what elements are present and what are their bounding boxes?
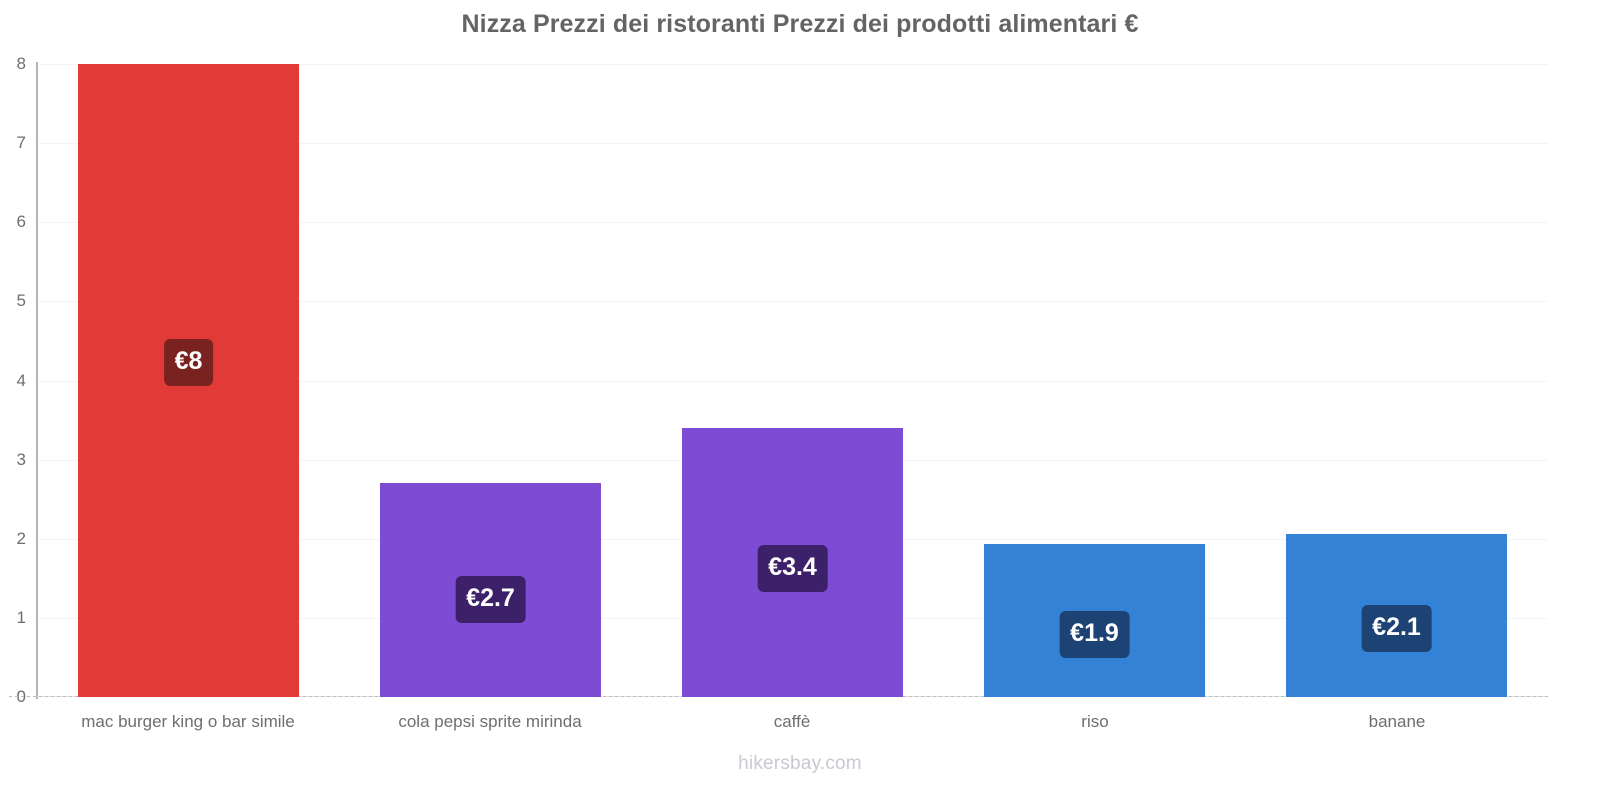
y-axis-tick-label: 6 — [16, 212, 26, 232]
gridline — [37, 64, 1548, 65]
y-axis-tick-label: 3 — [16, 449, 26, 469]
bar[interactable]: €1.9 — [984, 543, 1205, 697]
gridline — [37, 222, 1548, 223]
bar[interactable]: €2.1 — [1286, 534, 1507, 697]
y-axis-tick-label: 4 — [16, 370, 26, 390]
bar[interactable]: €8 — [78, 64, 299, 697]
plot-area: €8 €2.7 €3.4 €1.9 €2.1 — [37, 64, 1548, 697]
y-axis-tick-label: 0 — [0, 687, 26, 707]
bar-value-label: €3.4 — [757, 544, 828, 592]
bar-value-label: €1.9 — [1059, 610, 1130, 658]
x-axis-category-label: mac burger king o bar simile — [81, 712, 295, 731]
y-axis-tick-label: 8 — [16, 54, 26, 73]
y-axis-tick-label: 5 — [16, 291, 26, 311]
gridline — [37, 381, 1548, 382]
x-axis-category-label: caffè — [773, 712, 811, 731]
y-axis-tick-label: 7 — [16, 133, 26, 153]
x-axis-category-label: cola pepsi sprite mirinda — [398, 712, 582, 731]
y-axis-tick-label: 1 — [16, 607, 26, 627]
y-axis-tick-labels: 0 1 2 3 4 5 6 7 8 — [0, 0, 30, 800]
bar[interactable]: €2.7 — [380, 483, 601, 697]
chart-title: Nizza Prezzi dei ristoranti Prezzi dei p… — [461, 10, 1139, 38]
gridline — [37, 143, 1548, 144]
x-axis-category-label: banane — [1368, 712, 1426, 731]
bar-value-label: €8 — [163, 339, 214, 386]
bar[interactable]: €3.4 — [682, 427, 903, 697]
gridline — [37, 301, 1548, 302]
y-axis-tick-label: 2 — [16, 528, 26, 548]
bar-value-label: €2.7 — [455, 576, 526, 624]
bar-value-label: €2.1 — [1361, 605, 1432, 653]
x-axis-category-label: riso — [1081, 712, 1109, 731]
y-axis-line — [36, 62, 38, 699]
footer-credit: hikersbay.com — [738, 753, 862, 774]
